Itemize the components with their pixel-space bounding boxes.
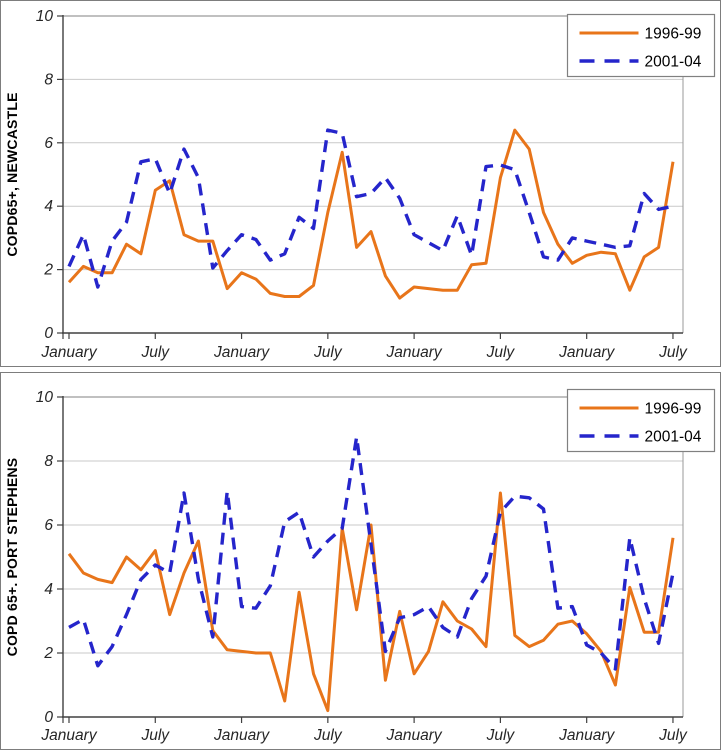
series-line-2001-04 [68,435,675,671]
x-tick-label: January [40,727,97,744]
x-tick-label: July [140,727,170,744]
x-tick-label: July [658,344,688,361]
port-stephens-line-chart: 0 2 4 6 8 10 January July January July January July… [4,388,716,744]
y-tick-label: 2 [43,262,53,279]
x-tick-label: July [486,344,516,361]
y-tick-label: 8 [44,453,53,470]
y-axis-title: COPD65+, NEWCASTLE [4,92,20,256]
x-tick-label: January [213,344,270,361]
x-tick-label: January [40,344,97,361]
x-tick-label: July [313,727,343,744]
x-tick-label: January [213,727,270,744]
legend-box [566,13,716,78]
series-line-1996-99 [67,128,675,300]
legend-entry-label: 1996-99 [645,401,702,418]
y-tick-label: 8 [44,71,53,88]
y-tick-label: 4 [44,198,53,215]
x-tick-label: July [486,727,516,744]
y-tick-label: 2 [43,645,53,662]
y-tick-label: 6 [44,517,53,534]
y-tick-label: 0 [44,709,53,726]
x-tick-label: July [140,344,170,361]
y-tick-label: 10 [36,389,54,406]
x-tick-label: January [558,727,615,744]
x-tick-label: July [658,727,688,744]
legend-entry-label: 2001-04 [645,54,702,71]
y-tick-label: 0 [44,325,53,342]
x-tick-label: July [313,344,343,361]
x-tick-label: January [386,727,443,744]
series-line-2001-04 [67,128,674,289]
x-tick-label: January [386,344,443,361]
chart-panel-port-stephens: 0 2 4 6 8 10 January July January July January July… [0,372,721,750]
y-tick-label: 6 [44,135,53,152]
y-tick-label: 10 [36,8,54,25]
y-axis-title: COPD 65+. PORT STEPHENS [4,458,20,657]
x-tick-label: January [558,344,615,361]
newcastle-line-chart: 0 2 4 6 8 10 January July January July January July… [4,8,716,361]
series-line-1996-99 [67,491,675,713]
legend-entry-label: 1996-99 [645,26,702,43]
legend-box [566,388,716,453]
chart-panel-newcastle: 0 2 4 6 8 10 January July January July January July… [0,0,721,367]
legend-entry-label: 2001-04 [645,429,702,446]
y-tick-label: 4 [44,581,53,598]
